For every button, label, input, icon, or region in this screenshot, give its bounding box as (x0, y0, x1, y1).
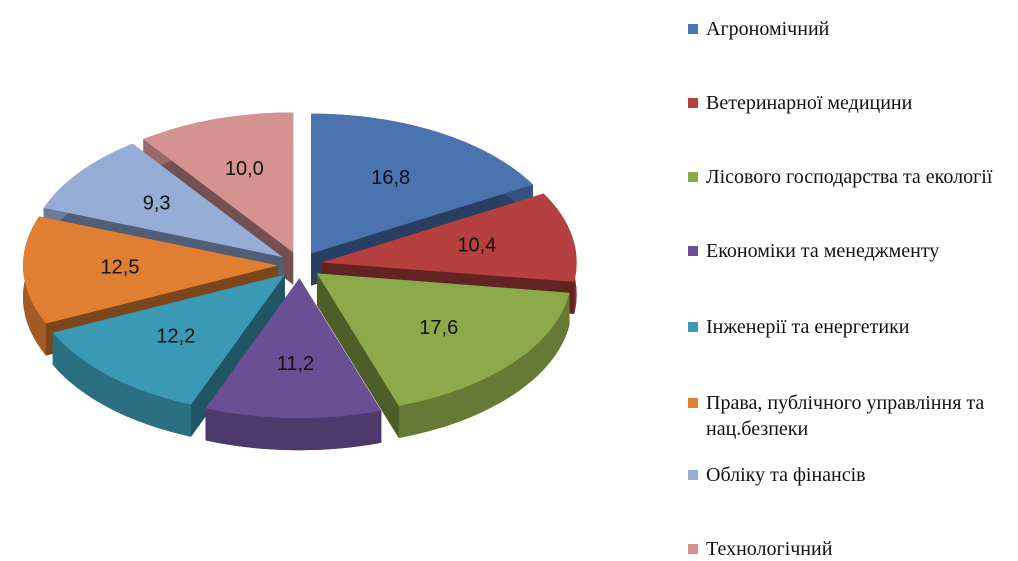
legend-swatch (688, 246, 698, 256)
legend-swatch (688, 24, 698, 34)
legend-label: Права, публічного управління та нац.безп… (706, 392, 985, 440)
legend-swatch (688, 470, 698, 480)
pie-slice (316, 273, 570, 439)
legend-item: Обліку та фінансів (688, 462, 1018, 488)
slice-top (143, 112, 294, 253)
data-label: 12,5 (101, 257, 140, 279)
legend-item: Агрономічний (688, 16, 1018, 42)
legend-label: Інженерії та енергетики (706, 316, 910, 338)
legend-swatch (688, 172, 698, 182)
legend-label: Агрономічний (706, 18, 830, 40)
legend-item: Ветеринарної медицини (688, 90, 1018, 116)
slice-top (205, 278, 382, 419)
data-label: 10,0 (225, 158, 264, 180)
slice-top (52, 274, 285, 405)
slice-top (311, 113, 533, 254)
legend-label: Лісового господарства та екології (706, 166, 993, 188)
slice-side (398, 292, 570, 439)
slice-side (205, 408, 382, 451)
pie-slice (205, 278, 382, 451)
legend-label: Економіки та менеджменту (706, 240, 940, 262)
slice-top (43, 143, 283, 258)
legend-item: Інженерії та енергетики (688, 314, 1018, 340)
data-label: 10,4 (457, 235, 496, 257)
legend-swatch (688, 398, 698, 408)
data-label: 17,6 (419, 317, 458, 339)
slice-top (321, 193, 577, 282)
data-label: 11,2 (277, 353, 314, 375)
legend-label: Технологічний (706, 538, 833, 560)
pie-area: 16,8 10,4 17,6 11,2 12,2 12,5 9,3 10,0 (23, 112, 577, 451)
data-label: 12,2 (156, 326, 195, 348)
legend-label: Ветеринарної медицини (706, 92, 913, 114)
legend-swatch (688, 322, 698, 332)
legend-item: Економіки та менеджменту (688, 238, 1018, 264)
legend-item: Права, публічного управління та нац.безп… (688, 390, 1018, 442)
legend-swatch (688, 98, 698, 108)
slice-wall (316, 273, 399, 439)
legend-label: Обліку та фінансів (706, 464, 866, 486)
slice-top (23, 216, 279, 324)
data-label: 9,3 (143, 193, 171, 215)
data-label: 16,8 (371, 167, 410, 189)
slice-side (52, 332, 191, 437)
slice-top (316, 273, 570, 407)
legend-item: Технологічний (688, 536, 1018, 561)
legend-item: Лісового господарства та екології (688, 164, 1018, 190)
legend-swatch (688, 544, 698, 554)
